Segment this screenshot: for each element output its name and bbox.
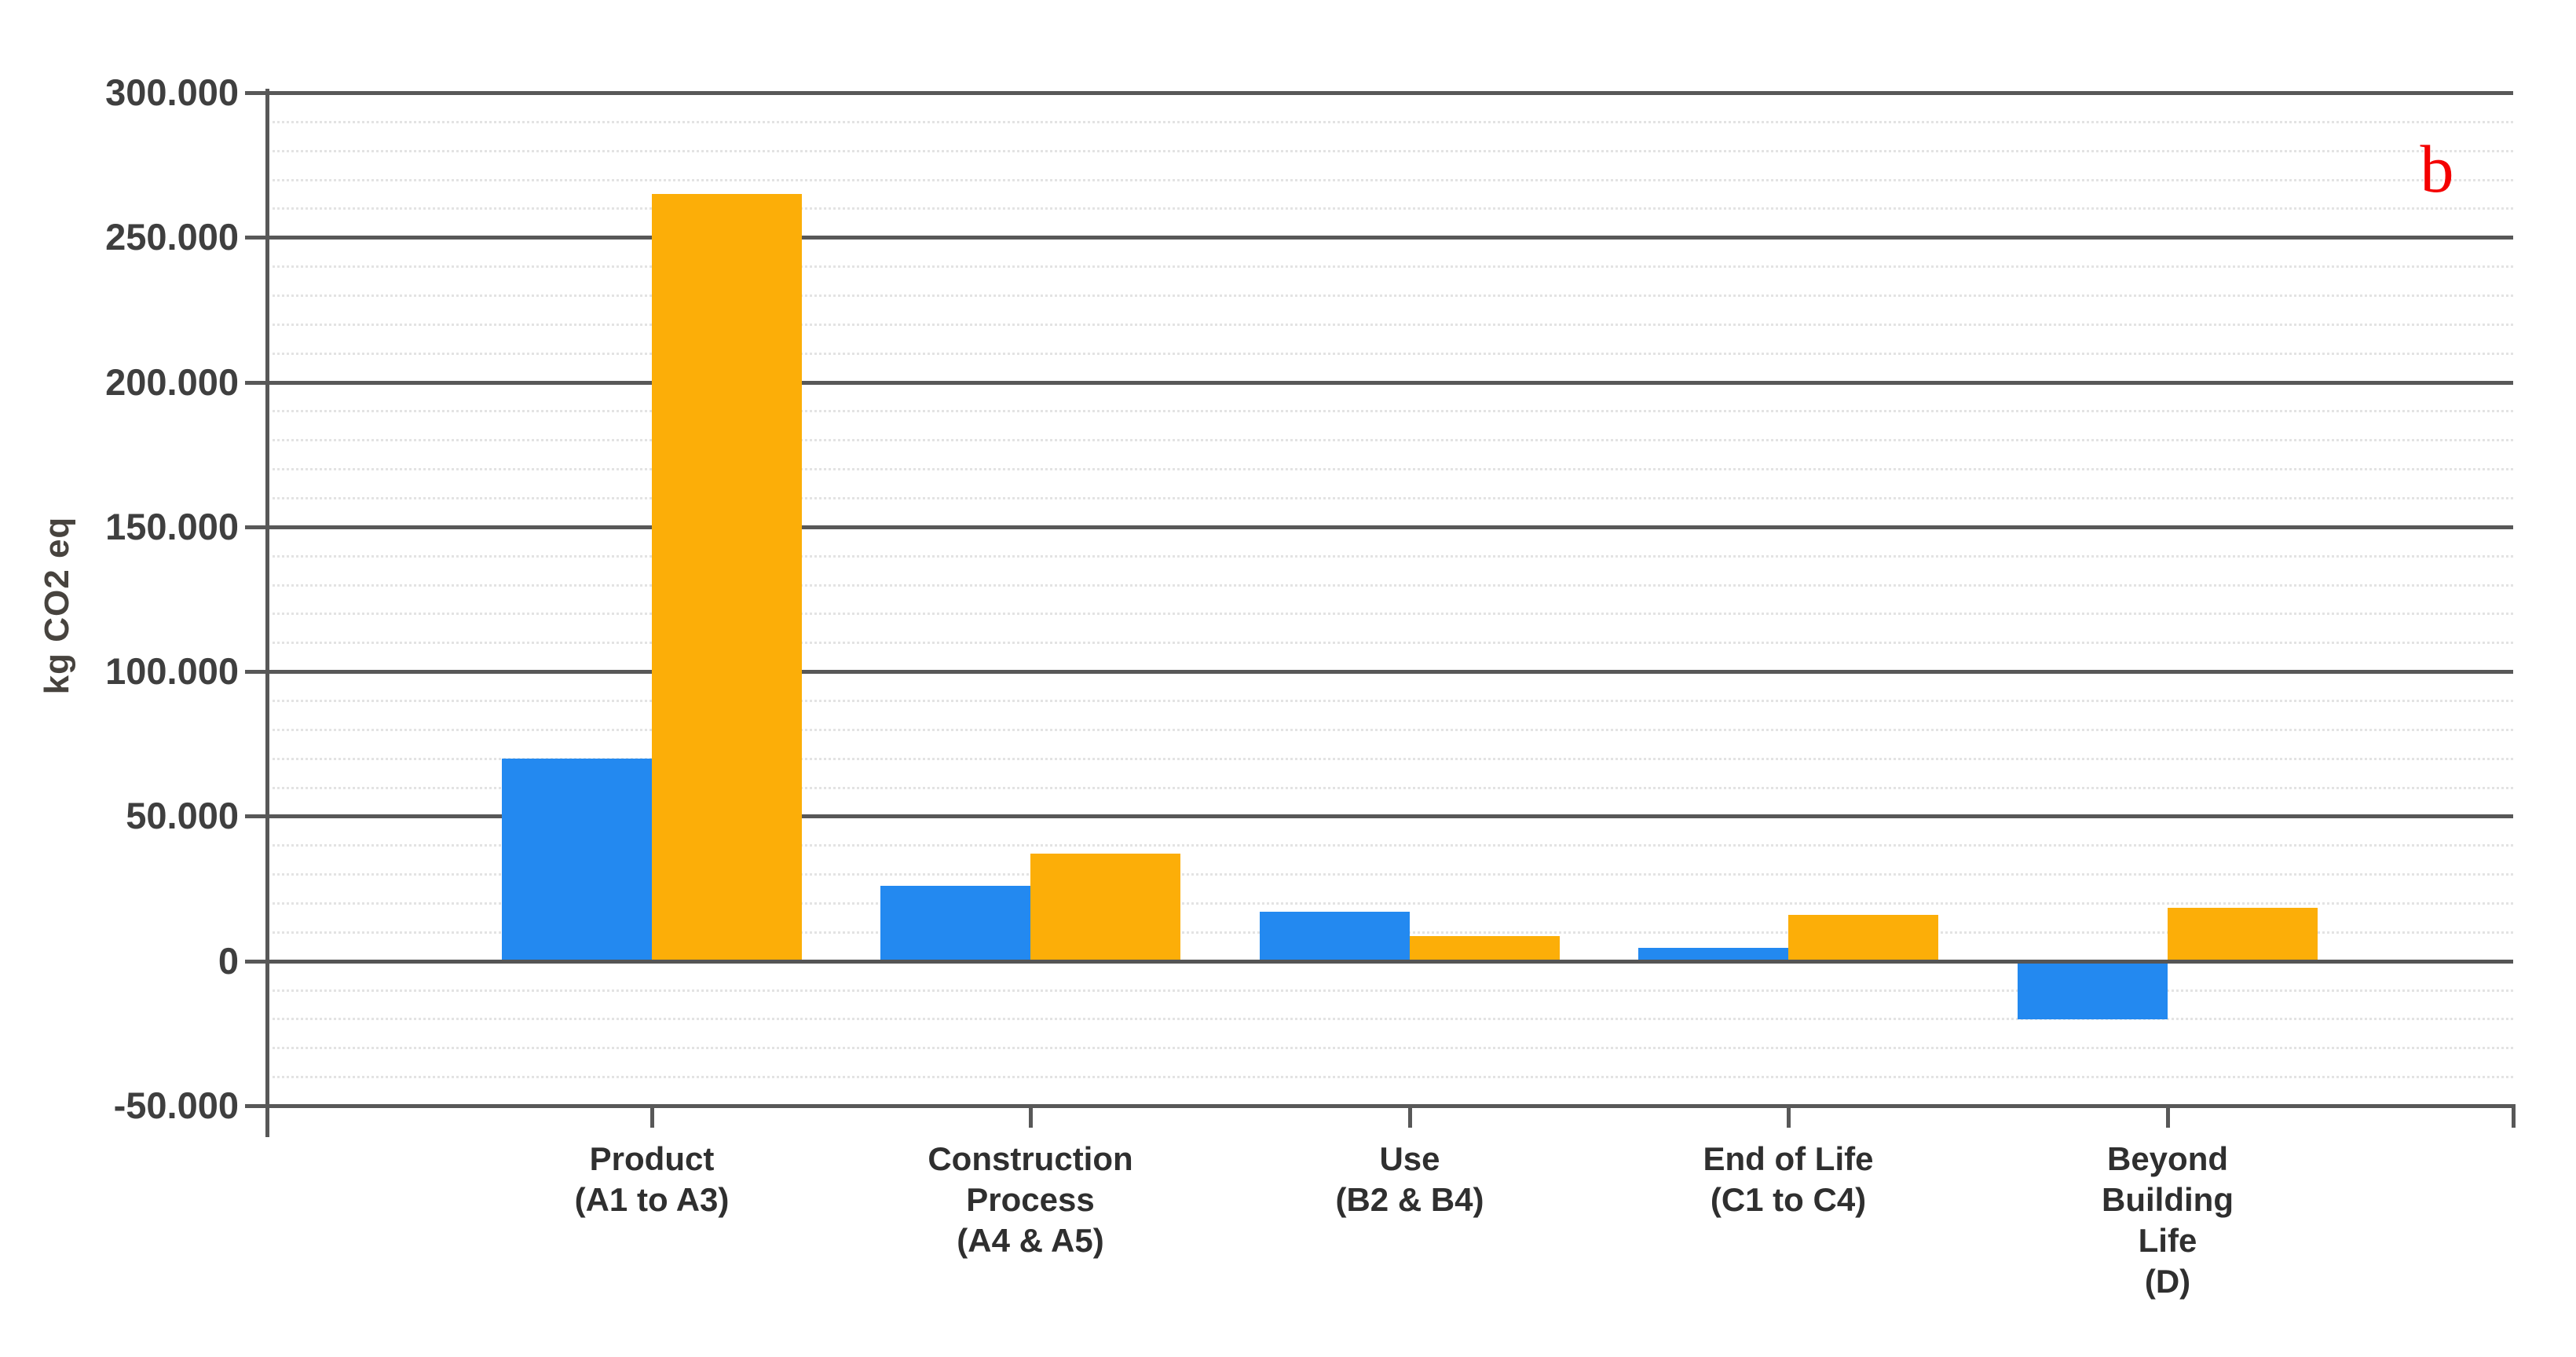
gridline-minor <box>267 902 2513 905</box>
y-tick-mark <box>245 814 267 819</box>
bar-orange-category-1 <box>652 194 802 961</box>
gridline-major <box>267 525 2513 529</box>
y-tick-label: 250.000 <box>105 216 239 258</box>
y-tick-label: -50.000 <box>113 1085 239 1126</box>
x-category-label-line: End of Life <box>1703 1140 1874 1177</box>
x-category-label-line: (D) <box>2144 1263 2191 1300</box>
y-tick-label: 200.000 <box>105 360 239 403</box>
x-category-label-line: Process <box>966 1181 1095 1218</box>
y-tick-label: 150.000 <box>105 505 239 547</box>
y-tick-mark <box>245 959 267 964</box>
gridline-minor <box>267 149 2513 152</box>
gridline-minor <box>267 178 2513 181</box>
x-category-label: Use (B2 & B4) <box>1225 1139 1594 1220</box>
gridline-minor <box>267 700 2513 702</box>
x-tick-mark <box>1029 1104 1033 1128</box>
bar-orange-category-4 <box>1788 914 1938 961</box>
x-category-label-line: (C1 to C4) <box>1710 1181 1867 1218</box>
gridline-minor <box>267 757 2513 760</box>
y-tick-mark <box>245 380 267 385</box>
x-tick-mark <box>2512 1104 2516 1128</box>
gridline-major <box>267 236 2513 240</box>
y-axis-title: kg CO2 eq <box>38 516 76 695</box>
gridline-major <box>267 380 2513 385</box>
gridline-minor <box>267 352 2513 355</box>
x-category-label: End of Life (C1 to C4) <box>1604 1139 1973 1220</box>
x-category-label: Product (A1 to A3) <box>467 1139 836 1220</box>
x-category-label-line: (A4 & A5) <box>957 1222 1104 1259</box>
gridline-major <box>267 91 2513 95</box>
y-tick-label: 300.000 <box>105 71 239 113</box>
gridline-minor <box>267 1076 2513 1079</box>
gridline-minor <box>267 468 2513 471</box>
gridline-minor <box>267 844 2513 847</box>
gridline-minor <box>267 728 2513 731</box>
bar-blue-category-4 <box>1638 948 1788 961</box>
gridline-minor <box>267 410 2513 413</box>
gridline-minor <box>267 497 2513 499</box>
x-category-label-line: (A1 to A3) <box>574 1181 730 1218</box>
x-category-label: Beyond Building Life (D) <box>1983 1139 2352 1302</box>
y-tick-mark <box>245 670 267 675</box>
y-tick-mark <box>245 236 267 240</box>
x-category-label-line: Life <box>2138 1222 2197 1259</box>
y-axis-line <box>265 89 269 1137</box>
gridline-minor <box>267 554 2513 558</box>
panel-letter-annotation: b <box>2420 131 2454 207</box>
gridline-minor <box>267 613 2513 616</box>
gridline-minor <box>267 439 2513 442</box>
x-category-label-line: Product <box>589 1140 715 1177</box>
gridline-minor <box>267 642 2513 645</box>
y-tick-mark <box>245 1104 267 1108</box>
x-category-label: Construction Process (A4 & A5) <box>846 1139 1215 1261</box>
gridline-minor <box>267 989 2513 992</box>
zero-baseline <box>267 959 2513 964</box>
x-category-label-line: (B2 & B4) <box>1335 1181 1484 1218</box>
x-tick-mark <box>2166 1104 2170 1128</box>
gridline-minor <box>267 786 2513 789</box>
x-category-label-line: Building <box>2102 1181 2234 1218</box>
gridline-minor <box>267 265 2513 269</box>
bar-orange-category-2 <box>1030 854 1180 961</box>
bar-blue-category-2 <box>880 885 1030 961</box>
y-tick-mark <box>245 91 267 95</box>
gridline-major <box>267 814 2513 819</box>
gridline-minor <box>267 294 2513 297</box>
x-category-label-line: Beyond <box>2106 1140 2228 1177</box>
x-category-label-line: Construction <box>928 1140 1133 1177</box>
gridline-minor <box>267 1018 2513 1021</box>
bar-blue-category-3 <box>1260 912 1410 961</box>
y-tick-label: 50.000 <box>126 795 239 837</box>
x-tick-mark <box>1787 1104 1791 1128</box>
x-tick-mark <box>1408 1104 1412 1128</box>
y-tick-mark <box>245 525 267 529</box>
x-tick-mark <box>650 1104 654 1128</box>
bar-blue-category-1 <box>502 758 652 961</box>
bar-blue-category-5 <box>2018 962 2168 1019</box>
y-tick-label: 0 <box>218 939 239 982</box>
gridline-minor <box>267 583 2513 587</box>
bar-orange-category-5 <box>2168 907 2318 961</box>
gridline-minor <box>267 120 2513 123</box>
plot-area <box>267 91 2513 1108</box>
bar-orange-category-3 <box>1410 936 1560 961</box>
gridline-minor <box>267 323 2513 326</box>
gridline-minor <box>267 873 2513 876</box>
x-category-label-line: Use <box>1379 1140 1440 1177</box>
gridline-major <box>267 670 2513 675</box>
gridline-minor <box>267 207 2513 210</box>
y-tick-label: 100.000 <box>105 650 239 693</box>
gridline-minor <box>267 1047 2513 1050</box>
x-axis-line <box>265 1104 2515 1108</box>
